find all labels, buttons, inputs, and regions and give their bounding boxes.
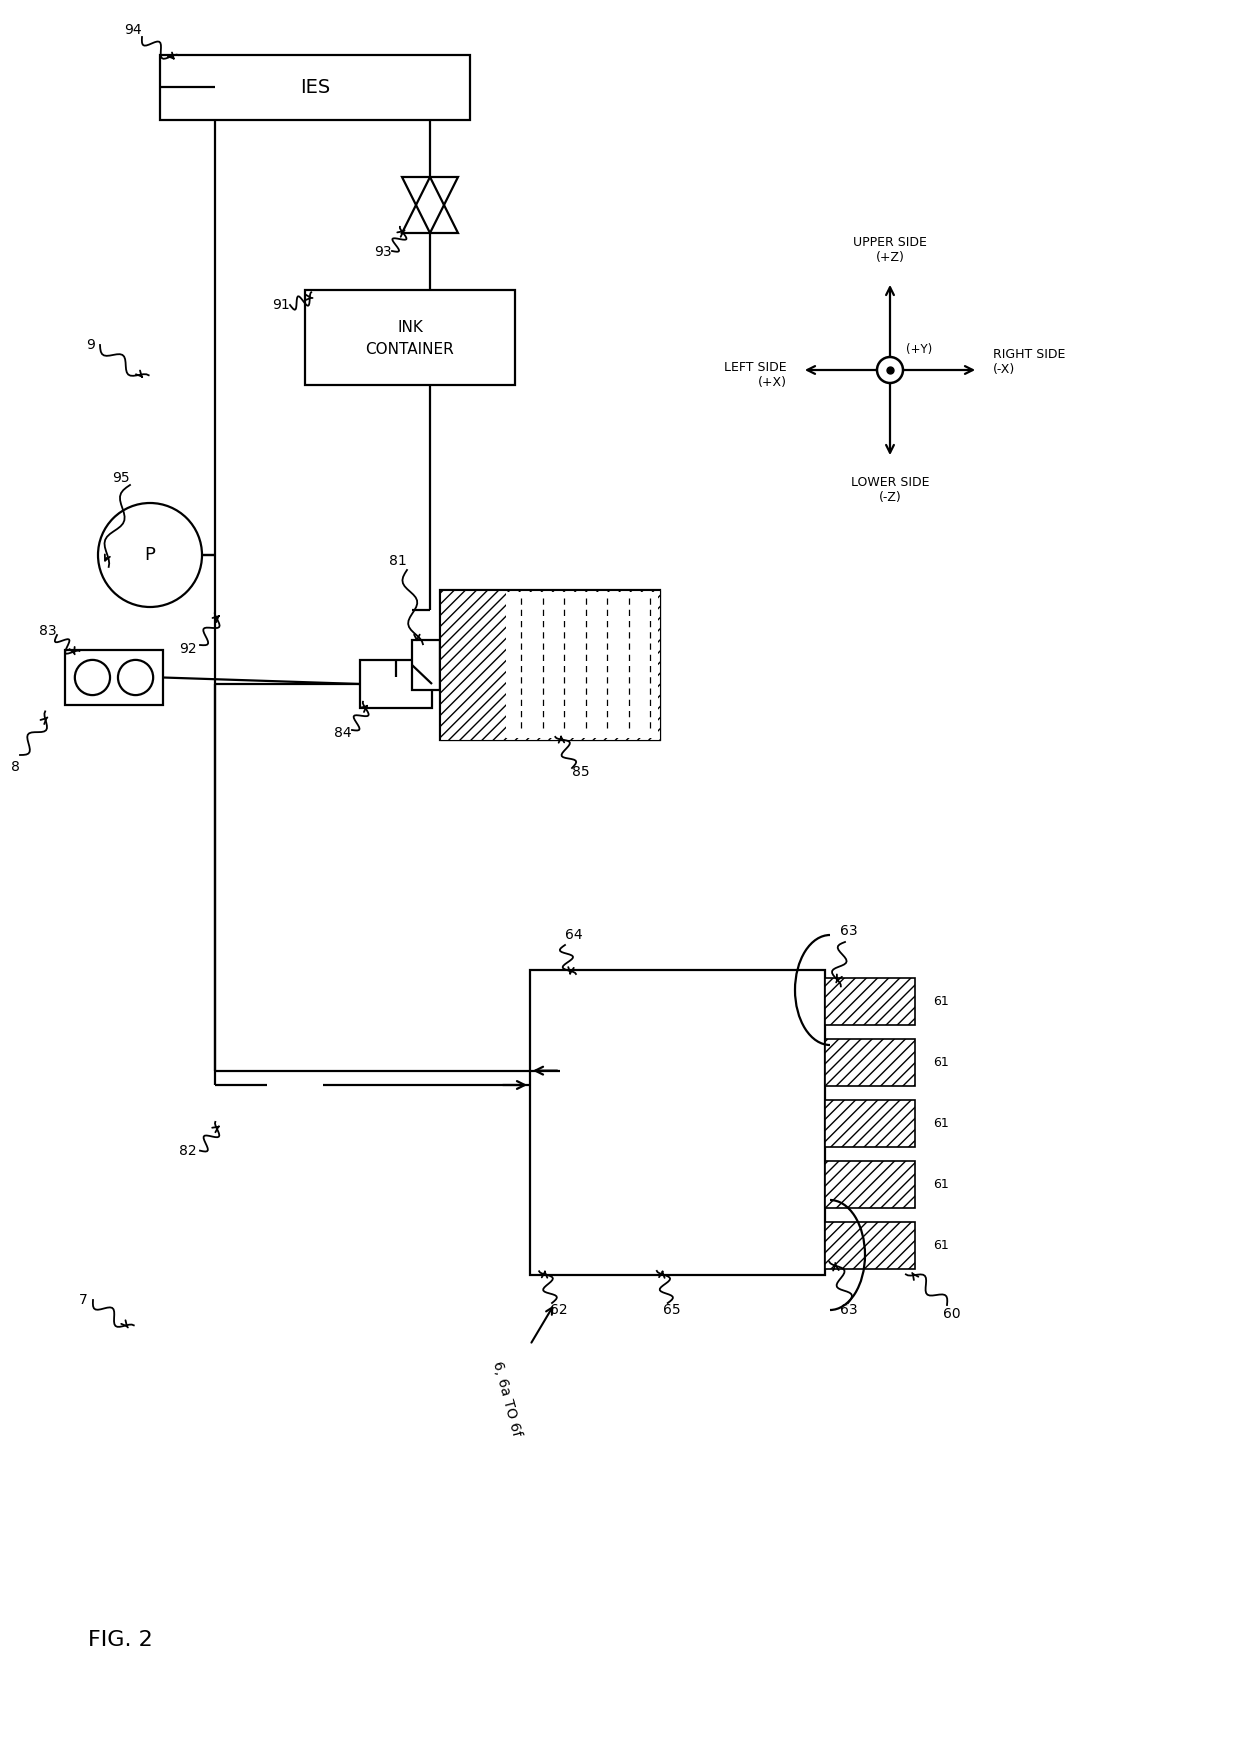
Bar (825, 978, 915, 1025)
Circle shape (118, 659, 154, 696)
Text: INK: INK (397, 319, 423, 335)
Bar (825, 1039, 915, 1087)
Text: IES: IES (300, 78, 330, 98)
Bar (825, 1223, 915, 1270)
Text: 61: 61 (932, 1238, 949, 1252)
Bar (506, 591, 658, 738)
Text: 60: 60 (942, 1306, 961, 1320)
Text: FIG. 2: FIG. 2 (88, 1631, 153, 1650)
Text: 61: 61 (932, 1177, 949, 1191)
Text: 91: 91 (273, 298, 290, 312)
Text: 65: 65 (662, 1303, 681, 1317)
Text: 92: 92 (180, 642, 197, 656)
Text: CONTAINER: CONTAINER (366, 342, 454, 358)
Text: UPPER SIDE
(+Z): UPPER SIDE (+Z) (853, 235, 928, 263)
Bar (825, 1100, 915, 1148)
Text: (+Y): (+Y) (906, 344, 932, 356)
Text: 61: 61 (932, 1116, 949, 1130)
Text: 61: 61 (932, 996, 949, 1008)
Text: LEFT SIDE
(+X): LEFT SIDE (+X) (724, 361, 787, 389)
Text: 8: 8 (11, 760, 20, 774)
Bar (440, 589, 660, 739)
Text: 63: 63 (839, 1303, 858, 1317)
Text: 81: 81 (389, 555, 407, 569)
Bar (64, 651, 162, 705)
Bar (440, 589, 660, 739)
Bar (825, 1162, 915, 1209)
Text: 62: 62 (551, 1303, 568, 1317)
Text: RIGHT SIDE
(-X): RIGHT SIDE (-X) (993, 349, 1065, 377)
Text: 85: 85 (572, 766, 590, 780)
Circle shape (98, 502, 202, 607)
Text: 95: 95 (113, 471, 130, 485)
Bar (305, 290, 515, 385)
Text: 6, 6a TO 6f: 6, 6a TO 6f (490, 1360, 523, 1439)
Text: 84: 84 (335, 726, 352, 739)
Text: 94: 94 (124, 23, 143, 37)
Bar (412, 640, 440, 691)
Text: 82: 82 (180, 1144, 197, 1158)
Text: 83: 83 (40, 624, 57, 638)
Bar (160, 56, 470, 120)
Text: 61: 61 (932, 1057, 949, 1069)
Text: P: P (145, 546, 155, 563)
Text: 9: 9 (86, 338, 95, 352)
Bar (360, 659, 432, 708)
Circle shape (74, 659, 110, 696)
Text: 93: 93 (374, 244, 392, 260)
Bar (529, 970, 825, 1275)
Text: LOWER SIDE
(-Z): LOWER SIDE (-Z) (851, 476, 929, 504)
Text: 63: 63 (839, 924, 858, 938)
Text: 64: 64 (565, 928, 583, 942)
Circle shape (877, 358, 903, 384)
Text: 7: 7 (79, 1292, 88, 1306)
